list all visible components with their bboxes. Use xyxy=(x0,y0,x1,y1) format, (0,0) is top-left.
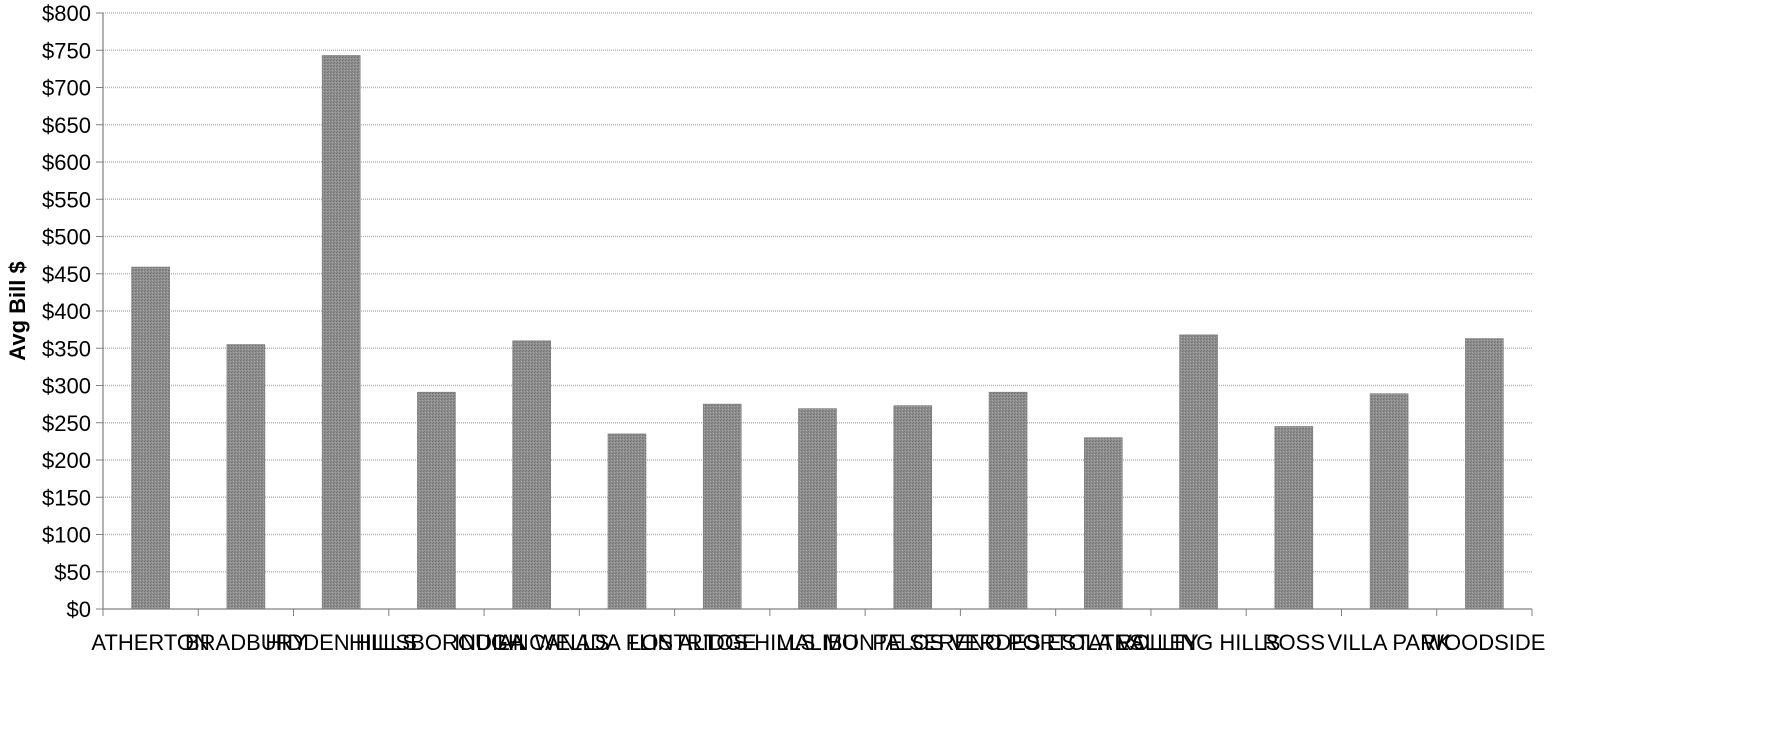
x-tick-label: ATHERTON xyxy=(91,630,210,655)
y-tick-label: $800 xyxy=(42,1,91,26)
x-tick-label: LOS ALTOS HILLS xyxy=(629,630,815,655)
y-tick-label: $750 xyxy=(42,38,91,63)
y-tick-label: $650 xyxy=(42,113,91,138)
bar xyxy=(702,403,742,610)
bar xyxy=(1465,338,1504,610)
y-tick-label: $0 xyxy=(67,597,91,622)
bar xyxy=(1369,393,1409,610)
y-tick-label: $250 xyxy=(42,411,91,436)
y-tick-label: $500 xyxy=(42,225,91,250)
x-tick-label: ROSS xyxy=(1263,630,1325,655)
bar xyxy=(417,391,456,610)
y-tick-labels: $0 $50 $100 $150 $200 $250 $300 $350 $400 $450 $50… xyxy=(42,1,91,622)
x-tick-label: VILLA PARK xyxy=(1328,630,1451,655)
x-tick-label: BRADBURY xyxy=(185,630,307,655)
bar xyxy=(988,391,1028,610)
bar xyxy=(1274,426,1314,610)
bar xyxy=(607,433,647,610)
bar xyxy=(798,408,837,610)
y-tick-label: $300 xyxy=(42,374,91,399)
x-tick-label: WOODSIDE xyxy=(1423,630,1545,655)
y-tick-label: $700 xyxy=(42,76,91,101)
bar xyxy=(226,344,266,610)
x-tick-label: HIDDEN HILLS xyxy=(265,630,417,655)
y-tick-label: $550 xyxy=(42,187,91,212)
x-tick-label: PALOS VERDES ESTATES xyxy=(872,630,1143,655)
y-axis-title: Avg Bill $ xyxy=(5,261,30,360)
x-tick-label: INDIAN WELLS xyxy=(454,630,609,655)
x-tick-label: PORTOLA VALLEY xyxy=(1008,630,1199,655)
x-tick-label: ROLLING HILLS xyxy=(1117,630,1281,655)
bar xyxy=(512,340,552,610)
y-tick-label: $350 xyxy=(42,336,91,361)
y-tick-label: $50 xyxy=(54,560,91,585)
bar xyxy=(893,405,933,610)
bar xyxy=(1084,437,1123,610)
x-tick-label: MALIBU xyxy=(777,630,859,655)
y-tick-label: $200 xyxy=(42,448,91,473)
bar xyxy=(1179,334,1218,610)
x-tick-label: MONTE SERENO xyxy=(824,630,1002,655)
y-tick-label: $450 xyxy=(42,262,91,287)
y-tick-label: $400 xyxy=(42,299,91,324)
bar xyxy=(321,55,361,610)
axes xyxy=(96,12,1533,616)
y-tick-label: $150 xyxy=(42,485,91,510)
y-tick-label: $600 xyxy=(42,150,91,175)
bars xyxy=(131,55,1504,610)
y-tick-label: $100 xyxy=(42,523,91,548)
x-tick-label: LA CANADA FLINTRIDGE xyxy=(497,630,756,655)
x-tick-label: HILLSBOROUGH xyxy=(349,630,524,655)
bar xyxy=(131,266,170,610)
